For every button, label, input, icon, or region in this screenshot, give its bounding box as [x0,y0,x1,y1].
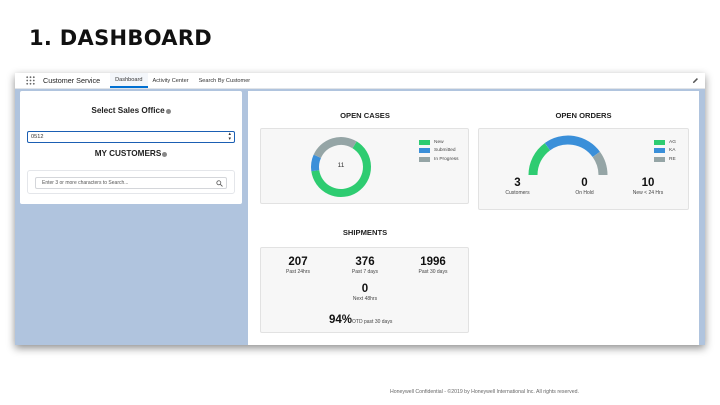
shipments-7d-stat: 376 Past 7 days [341,256,389,276]
tab-activity-center[interactable]: Activity Center [152,77,189,84]
legend-swatch [419,148,430,154]
legend-label: In Progress [434,156,459,162]
customer-selection-card: Select Sales Office 0512 ▴ ▾ MY CUSTOMERS… [20,91,242,204]
sales-office-value: 0512 [31,134,44,140]
shipments-next-48h-stat: 0 Next 48hrs [341,283,389,303]
my-customers-title: MY CUSTOMERS [94,149,162,158]
dashboard-main: OPEN CASES 11 New Submitted In Progress … [248,91,699,345]
open-cases-count: 11 [337,162,345,169]
legend-swatch [654,139,665,145]
shipments-24h-stat: 207 Past 24hrs [274,256,322,276]
stat-value: 207 [288,256,308,268]
stat-value: 0 [581,177,588,189]
otd-value: 94% [329,314,353,326]
stat-label: Past 30 days [418,269,448,275]
stat-label: On Hold [575,190,594,196]
open-cases-donut-chart [311,137,371,197]
stat-label: Past 7 days [351,269,379,275]
tab-search-by-customer[interactable]: Search By Customer [198,77,251,84]
shipments-title: SHIPMENTS [342,228,388,237]
stat-value: 3 [514,177,521,189]
stat-label: Customers [505,190,530,196]
open-orders-card: AG KA RE 3 Customers 0 On Hold 10 New < … [478,128,689,210]
orders-new-stat: 10 New < 24 Hrs [622,177,674,197]
search-placeholder: Enter 3 or more characters to Search... [42,180,129,186]
stat-value: 0 [361,283,369,295]
legend-label: KA [669,148,676,154]
app-name: Customer Service [43,76,101,85]
customer-search-input[interactable]: Enter 3 or more characters to Search... [35,177,227,189]
sales-office-title: Select Sales Office [91,106,165,115]
my-customers-heading: MY CUSTOMERS [20,149,242,158]
sales-office-heading: Select Sales Office [20,106,242,115]
select-arrows-icon: ▴ ▾ [228,131,231,142]
info-icon[interactable] [162,152,168,157]
gauge-segment-ka [544,135,600,158]
slide-footer: Honeywell Confidential - ©2019 by Honeyw… [390,389,579,395]
gauge-segment-ag [528,143,551,176]
open-cases-card: 11 New Submitted In Progress [260,128,469,204]
tab-dashboard[interactable]: Dashboard [110,73,148,88]
open-cases-legend: New Submitted In Progress [419,138,459,164]
legend-swatch [654,148,665,154]
stat-value: 1996 [420,256,446,268]
orders-on-hold-stat: 0 On Hold [562,177,607,197]
pencil-icon[interactable] [692,73,699,88]
open-cases-title: OPEN CASES [340,111,390,120]
open-orders-title: OPEN ORDERS [555,111,612,120]
legend-item: In Progress [419,155,459,164]
open-orders-legend: AG KA RE [654,138,676,164]
top-nav-bar: Customer Service Dashboard Activity Cent… [15,73,705,89]
orders-customers-stat: 3 Customers [495,177,540,197]
shipments-otd-stat: 94%OTD past 30 days [329,310,392,328]
stat-value: 376 [355,256,375,268]
slide-title: 1. DASHBOARD [29,26,213,50]
stat-label: New < 24 Hrs [632,190,664,196]
search-icon[interactable] [216,180,223,187]
legend-label: New [434,139,444,145]
sales-office-select[interactable]: 0512 ▴ ▾ [27,131,235,143]
shipments-card: 207 Past 24hrs 376 Past 7 days 1996 Past… [260,247,469,333]
legend-label: AG [669,139,676,145]
legend-swatch [419,156,430,162]
donut-segment-in-progress [313,137,357,159]
legend-swatch [654,156,665,162]
stat-label: Next 48hrs [352,296,378,302]
legend-item: KA [654,147,676,156]
legend-item: Submitted [419,147,459,156]
donut-segment-submitted [311,154,322,172]
legend-label: RE [669,156,676,162]
legend-label: Submitted [434,148,456,154]
app-body: Select Sales Office 0512 ▴ ▾ MY CUSTOMERS… [15,89,705,345]
legend-swatch [419,139,430,145]
gauge-segment-re [592,151,608,176]
legend-item: AG [654,138,676,147]
app-window: Customer Service Dashboard Activity Cent… [15,73,705,345]
stat-label: Past 24hrs [286,269,310,275]
stat-value: 10 [641,177,655,189]
legend-item: New [419,138,459,147]
donut-segment-new [311,141,371,197]
customer-search-container: Enter 3 or more characters to Search... [27,170,235,194]
legend-item: RE [654,155,676,164]
otd-label: OTD past 30 days [352,319,393,325]
app-launcher-icon[interactable] [21,73,39,88]
shipments-30d-stat: 1996 Past 30 days [407,256,459,276]
open-orders-gauge-chart [528,135,608,176]
info-icon[interactable] [165,109,171,114]
